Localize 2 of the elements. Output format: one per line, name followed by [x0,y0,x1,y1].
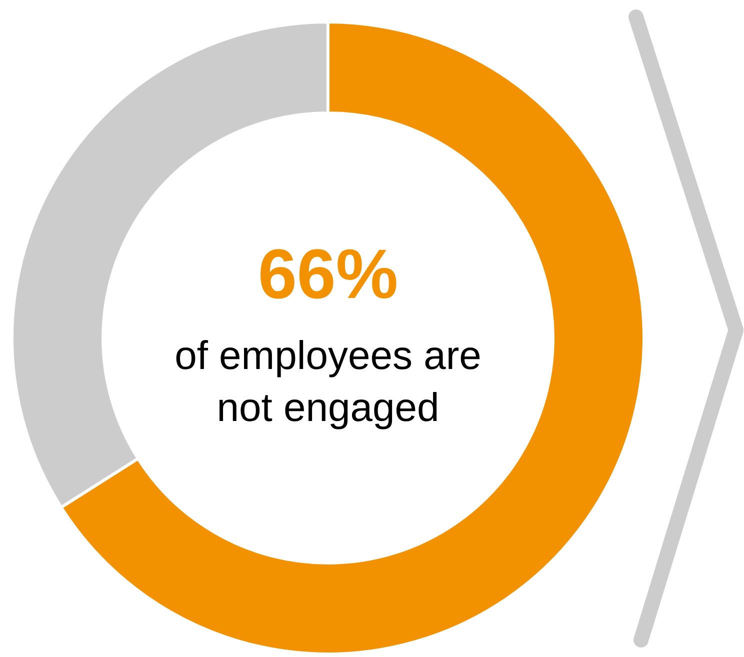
text: 66% [258,235,398,313]
text: of employees are not engaged [174,334,482,430]
